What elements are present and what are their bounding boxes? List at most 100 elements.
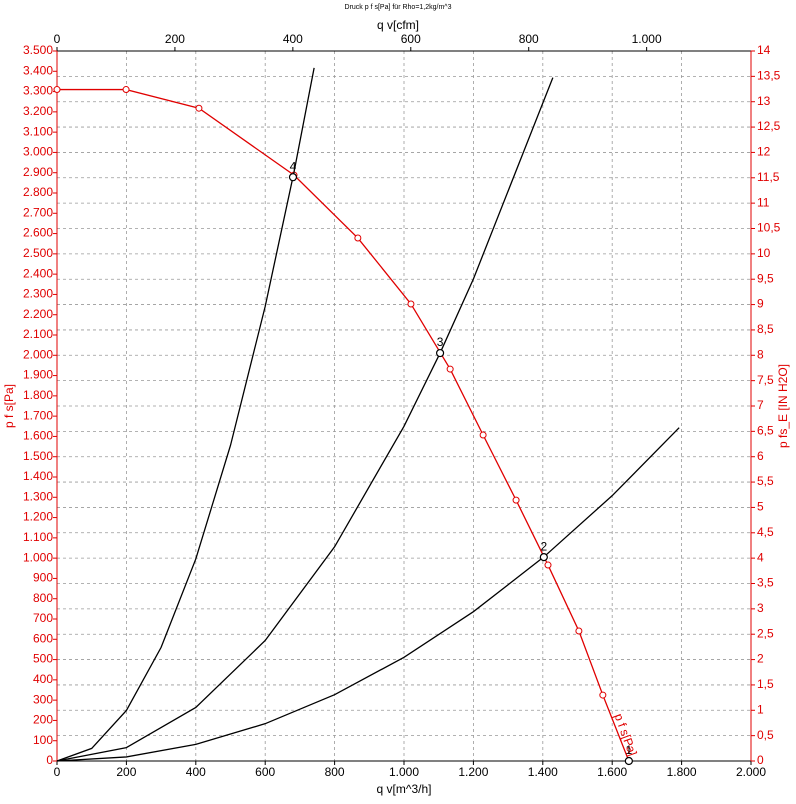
data-point <box>575 627 583 635</box>
x-tick-label: 2.000 <box>736 765 766 779</box>
data-point <box>446 365 454 373</box>
y-tick-label: 3.100 <box>23 124 53 138</box>
operating-point-label: 2 <box>540 539 547 553</box>
data-point <box>122 86 130 94</box>
y-tick-label: 2.000 <box>23 347 53 361</box>
y-tick-label: 2.500 <box>23 246 53 260</box>
y-tick-label: 2.700 <box>23 205 53 219</box>
x-tick-label: 1.800 <box>667 765 697 779</box>
y2-tick-label: 7,5 <box>757 373 774 387</box>
x-tick-label: 400 <box>186 765 206 779</box>
y-tick-label: 300 <box>33 692 53 706</box>
y2-tick-label: 3 <box>757 601 764 615</box>
y2-tick-label: 9,5 <box>757 271 774 285</box>
y2-tick-label: 13 <box>757 94 771 108</box>
operating-point <box>539 553 548 562</box>
y2-tick-label: 7 <box>757 398 764 412</box>
y-tick-label: 1.100 <box>23 530 53 544</box>
y-tick-label: 0 <box>46 753 53 767</box>
operating-point-label: 1 <box>626 743 633 757</box>
data-point <box>599 691 607 699</box>
y-tick-label: 1.500 <box>23 449 53 463</box>
y-tick-label: 1.800 <box>23 388 53 402</box>
y2-tick-label: 1 <box>757 702 764 716</box>
y2-tick-label: 6 <box>757 449 764 463</box>
y2-tick-label: 12,5 <box>757 119 781 133</box>
y2-tick-label: 12 <box>757 145 771 159</box>
data-point <box>354 234 362 242</box>
y2-tick-label: 11,5 <box>757 170 780 184</box>
y-tick-label: 3.300 <box>23 84 53 98</box>
y-tick-label: 1.700 <box>23 408 53 422</box>
y2-tick-label: 0,5 <box>757 728 774 742</box>
y2-tick-label: 8,5 <box>757 322 774 336</box>
x2-tick-label: 0 <box>54 32 61 46</box>
y2-tick-label: 11 <box>757 195 770 209</box>
y-tick-label: 1.600 <box>23 429 53 443</box>
y2-tick-label: 4,5 <box>757 525 774 539</box>
data-point <box>544 561 552 569</box>
y2-tick-label: 5,5 <box>757 474 774 488</box>
y-tick-label: 2.600 <box>23 226 53 240</box>
y2-axis-label: p fs_E [IN H2O] <box>776 364 790 448</box>
y2-tick-label: 0 <box>757 753 764 767</box>
x-tick-label: 600 <box>255 765 275 779</box>
y-tick-label: 1.000 <box>23 550 53 564</box>
x-tick-label: 1.400 <box>528 765 558 779</box>
x2-tick-label: 600 <box>401 32 421 46</box>
chart-title: Druck p f s[Pa] für Rho=1,2kg/m^3 <box>345 4 452 11</box>
operating-point-label: 4 <box>290 159 297 173</box>
y-tick-label: 3.500 <box>23 43 53 57</box>
x2-tick-label: 400 <box>283 32 303 46</box>
y-tick-label: 100 <box>33 733 53 747</box>
y-tick-label: 2.800 <box>23 185 53 199</box>
series-line <box>56 427 680 762</box>
data-point <box>407 300 415 308</box>
operating-point <box>435 348 445 358</box>
y-tick-label: 3.200 <box>23 104 53 118</box>
y-tick-label: 2.200 <box>23 307 53 321</box>
y-tick-label: 3.000 <box>23 145 53 159</box>
y-tick-label: 1.200 <box>23 510 53 524</box>
y2-tick-label: 10,5 <box>757 221 781 235</box>
y2-tick-label: 14 <box>757 43 771 57</box>
series-line <box>56 77 554 762</box>
x-tick-label: 1.000 <box>389 765 419 779</box>
y-axis-label: p f s[Pa] <box>2 384 16 428</box>
y2-tick-label: 6,5 <box>757 424 774 438</box>
y-tick-label: 600 <box>33 631 53 645</box>
data-point <box>53 86 61 94</box>
y-tick-label: 2.300 <box>23 287 53 301</box>
y-tick-label: 2.400 <box>23 266 53 280</box>
operating-point <box>624 756 633 766</box>
y2-tick-label: 9 <box>757 297 764 311</box>
x-tick-label: 800 <box>325 765 345 779</box>
y2-tick-label: 10 <box>757 246 771 260</box>
x-axis-label: q v[m^3/h] <box>377 782 432 796</box>
y-tick-label: 200 <box>33 713 53 727</box>
data-point <box>479 431 487 439</box>
x-tick-label: 1.200 <box>458 765 488 779</box>
operating-point <box>288 173 298 182</box>
y2-tick-label: 2 <box>757 652 764 666</box>
x-tick-label: 1.600 <box>597 765 627 779</box>
y-tick-label: 1.400 <box>23 469 53 483</box>
x-tick-label: 200 <box>116 765 136 779</box>
x2-tick-label: 800 <box>519 32 539 46</box>
x2-axis-label: q v[cfm] <box>377 18 419 32</box>
y-tick-label: 2.100 <box>23 327 53 341</box>
x2-tick-label: 200 <box>165 32 185 46</box>
y2-tick-label: 4 <box>757 550 764 564</box>
y-tick-label: 2.900 <box>23 165 53 179</box>
y2-tick-label: 1,5 <box>757 677 774 691</box>
y2-tick-label: 8 <box>757 347 764 361</box>
y2-tick-label: 13,5 <box>757 69 781 83</box>
y-tick-label: 3.400 <box>23 63 53 77</box>
y-tick-label: 500 <box>33 652 53 666</box>
operating-point-label: 3 <box>437 335 444 349</box>
data-point <box>512 496 520 504</box>
y-tick-label: 1.900 <box>23 368 53 382</box>
x2-tick-label: 1.000 <box>632 32 662 46</box>
y-tick-label: 700 <box>33 611 53 625</box>
